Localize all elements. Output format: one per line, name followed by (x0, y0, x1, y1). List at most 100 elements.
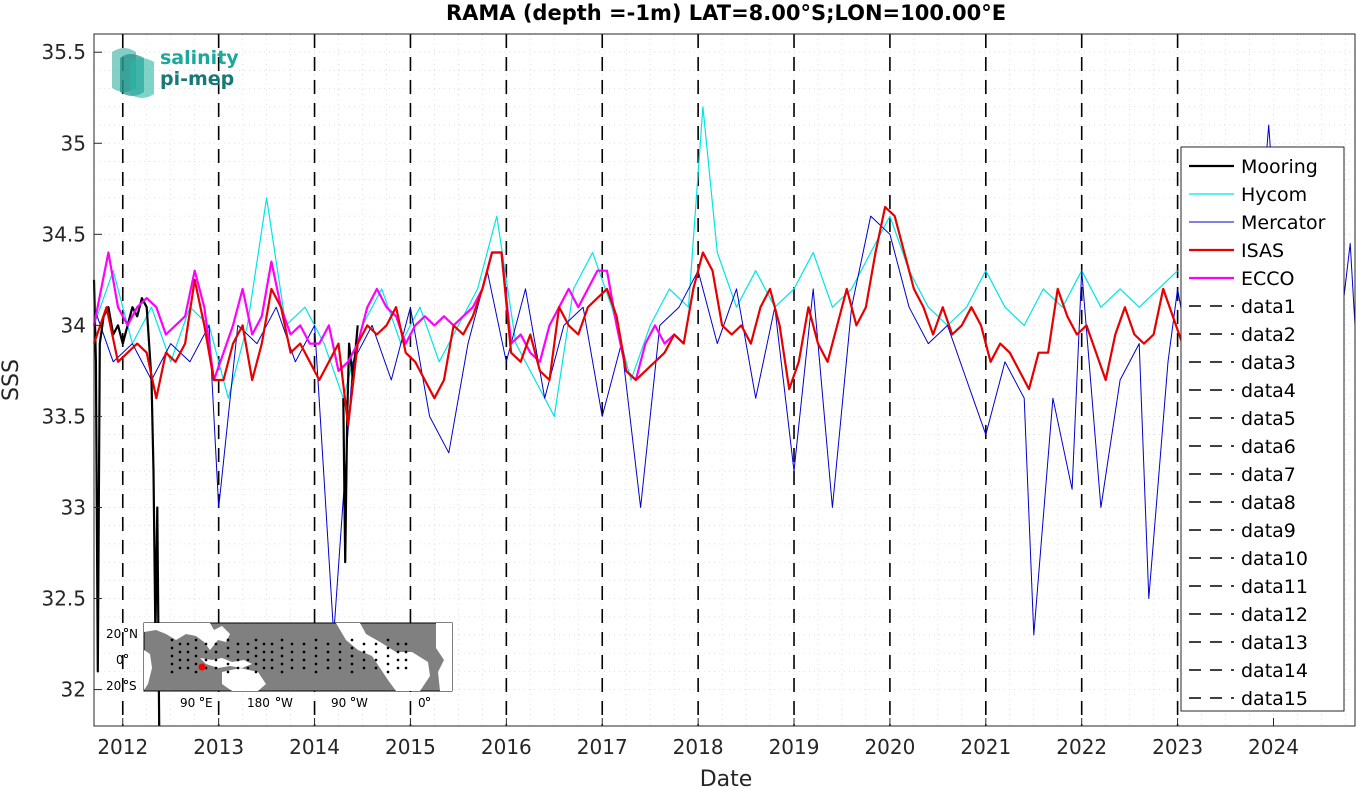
map-buoy (386, 646, 390, 650)
map-lat-0-label: 0 (116, 653, 124, 667)
legend-item-data11: data11 (1189, 576, 1308, 598)
map-buoy (204, 650, 208, 654)
legend-item-data13: data13 (1189, 632, 1308, 654)
map-lon-180w-suffix: W (281, 696, 293, 710)
map-buoy (350, 646, 354, 650)
legend-label: data1 (1241, 296, 1296, 318)
map-buoy (350, 654, 354, 658)
map-lat-20n-label: 20 (106, 627, 121, 641)
x-tick-label: 2016 (481, 735, 532, 759)
legend-item-data12: data12 (1189, 604, 1308, 626)
x-tick-label: 2017 (577, 735, 628, 759)
map-buoy (396, 642, 400, 646)
map-buoy (204, 666, 208, 670)
map-buoy (254, 646, 258, 650)
map-buoy (374, 666, 378, 670)
logo-waves-icon-back (130, 58, 154, 98)
map-buoy (362, 666, 366, 670)
map-land-africa-east (436, 623, 452, 691)
map-buoy (178, 666, 182, 670)
legend-label: data3 (1241, 352, 1296, 374)
map-buoy (170, 638, 174, 642)
y-tick-label: 34.5 (41, 222, 86, 246)
map-buoy (326, 666, 330, 670)
map-buoy (246, 642, 250, 646)
map-buoy (404, 650, 408, 654)
y-tick-label: 35.5 (41, 40, 86, 64)
map-deg-mark (123, 627, 129, 633)
map-buoy (280, 646, 284, 650)
map-deg-mark (275, 696, 281, 702)
map-buoy (226, 638, 230, 642)
y-tick-label: 32.5 (41, 587, 86, 611)
map-land-asia (144, 623, 230, 650)
map-buoy (186, 650, 190, 654)
map-deg-mark (199, 696, 205, 702)
map-buoy (246, 658, 250, 662)
legend-label: Hycom (1241, 184, 1307, 206)
y-tick-label: 34 (61, 313, 86, 337)
map-buoy (194, 670, 198, 674)
legend-item-data6: data6 (1189, 436, 1296, 458)
map-buoy (270, 658, 274, 662)
legend-item-data1: data1 (1189, 296, 1296, 318)
legend-label: data14 (1241, 660, 1308, 682)
map-buoy (350, 662, 354, 666)
map-buoy (302, 666, 306, 670)
x-tick-label: 2023 (1152, 735, 1203, 759)
legend-item-data9: data9 (1189, 520, 1296, 542)
map-buoy (236, 642, 240, 646)
legend-label: ISAS (1241, 240, 1284, 262)
map-buoy (362, 642, 366, 646)
legend-box (1180, 146, 1345, 712)
map-buoy (270, 650, 274, 654)
map-buoy (186, 658, 190, 662)
map-buoy (270, 666, 274, 670)
map-buoy (290, 666, 294, 670)
legend-item-mooring: Mooring (1189, 156, 1318, 178)
x-tick-label: 2019 (769, 735, 820, 759)
legend-label: data9 (1241, 520, 1296, 542)
map-buoy (194, 638, 198, 642)
y-tick-label: 33 (61, 495, 86, 519)
map-buoy (214, 666, 218, 670)
legend-label: data5 (1241, 408, 1296, 430)
legend-item-mercator: Mercator (1189, 212, 1326, 234)
map-buoy (396, 650, 400, 654)
map-buoy (326, 650, 330, 654)
legend-label: Mooring (1241, 156, 1318, 178)
map-buoy (214, 650, 218, 654)
legend-item-hycom: Hycom (1189, 184, 1307, 206)
inset-map: 20 N 0 20 S 90 E 180 W 90 W 0 (106, 622, 453, 710)
plot-frame (93, 33, 1356, 727)
map-buoy (314, 638, 318, 642)
map-buoy (178, 658, 182, 662)
series-layer (92, 106, 1356, 727)
y-axis-label: SSS (0, 359, 24, 401)
map-buoy (386, 638, 390, 642)
legend-label: data2 (1241, 324, 1296, 346)
map-buoy (280, 654, 284, 658)
map-buoy (302, 642, 306, 646)
map-land-africa (144, 650, 152, 690)
y-tick-label: 33.5 (41, 404, 86, 428)
x-tick-label: 2022 (1056, 735, 1107, 759)
map-lon-0-label: 0 (418, 696, 426, 710)
map-buoy (338, 642, 342, 646)
legend-item-data3: data3 (1189, 352, 1296, 374)
map-buoy (226, 670, 230, 674)
map-land-indonesia (200, 658, 252, 668)
map-buoy (404, 658, 408, 662)
y-ticks: 32 32.5 33 33.5 34 34.5 35 35.5 (41, 40, 102, 702)
legend-label: data13 (1241, 632, 1308, 654)
map-buoy (246, 650, 250, 654)
map-buoy (350, 638, 354, 642)
map-buoy (236, 658, 240, 662)
legend-label: data15 (1241, 688, 1308, 710)
map-buoy (194, 662, 198, 666)
map-buoy (280, 638, 284, 642)
map-buoy (214, 642, 218, 646)
map-buoy (246, 666, 250, 670)
map-buoy (290, 658, 294, 662)
map-buoy (302, 658, 306, 662)
